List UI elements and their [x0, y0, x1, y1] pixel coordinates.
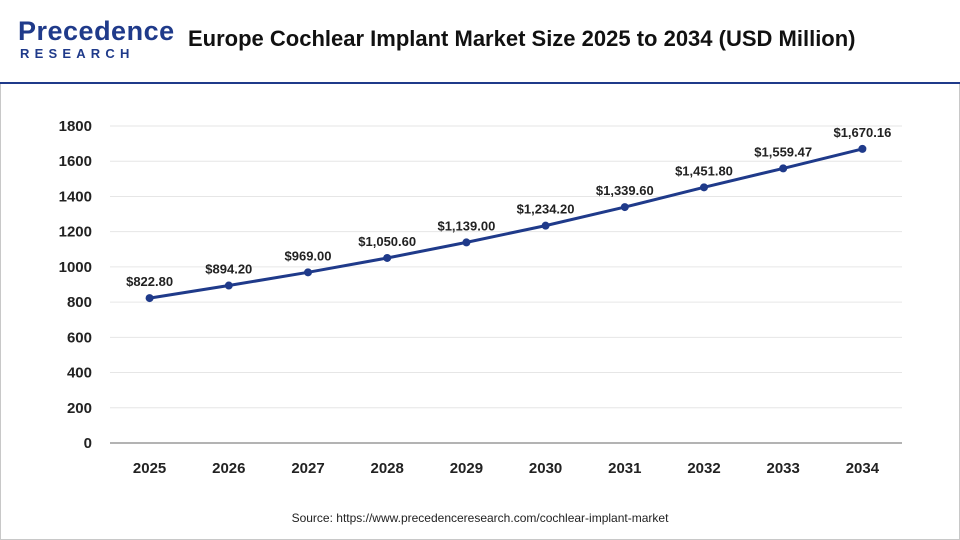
data-label: $1,451.80 — [675, 163, 733, 178]
data-point — [383, 253, 392, 262]
x-tick-label: 2027 — [291, 460, 324, 477]
x-tick-label: 2031 — [608, 460, 641, 477]
x-tick-label: 2030 — [529, 460, 562, 477]
data-point — [224, 281, 233, 290]
chart-title: Europe Cochlear Implant Market Size 2025… — [188, 26, 856, 51]
x-tick-label: 2029 — [450, 460, 483, 477]
data-label: $1,559.47 — [754, 144, 812, 159]
brand-logo: Precedence RESEARCH — [18, 16, 174, 66]
series-line — [149, 147, 863, 300]
data-label: $1,139.00 — [437, 218, 495, 233]
data-point — [858, 144, 867, 153]
data-label: $894.20 — [205, 262, 252, 277]
y-tick-label: 600 — [67, 329, 92, 346]
x-tick-label: 2033 — [767, 460, 800, 477]
header: Precedence RESEARCH Europe Cochlear Impl… — [0, 0, 960, 84]
y-tick-label: 1400 — [59, 188, 92, 205]
data-point — [462, 238, 471, 247]
x-tick-label: 2028 — [371, 460, 404, 477]
x-tick-label: 2025 — [133, 460, 166, 477]
data-point — [541, 221, 550, 230]
x-tick-label: 2032 — [687, 460, 720, 477]
data-label: $822.80 — [126, 274, 173, 289]
source-note: Source: https://www.precedenceresearch.c… — [291, 511, 669, 525]
y-tick-label: 800 — [67, 294, 92, 311]
data-label: $1,339.60 — [596, 183, 654, 198]
y-tick-label: 1800 — [59, 118, 92, 135]
data-label: $969.00 — [285, 248, 332, 263]
y-tick-label: 1200 — [59, 224, 92, 241]
y-tick-label: 200 — [67, 400, 92, 417]
data-point — [700, 183, 708, 192]
data-label: $1,234.20 — [517, 202, 575, 217]
y-tick-label: 1600 — [59, 153, 92, 170]
data-point — [145, 294, 154, 303]
logo-main-text: Precedence — [18, 16, 175, 46]
logo-sub-text: RESEARCH — [20, 46, 135, 61]
data-point — [304, 268, 312, 277]
line-chart: 0 200 400 600 800 1000 1200 1400 1600 1800 2025 202… — [59, 118, 902, 477]
y-tick-label: 400 — [67, 365, 92, 382]
y-tick-label: 0 — [84, 435, 92, 452]
x-tick-label: 2026 — [212, 460, 245, 477]
data-point — [779, 164, 788, 173]
y-tick-label: 1000 — [59, 259, 92, 276]
data-label: $1,670.16 — [833, 125, 891, 140]
data-point — [620, 203, 629, 212]
data-label: $1,050.60 — [358, 234, 416, 249]
x-tick-label: 2034 — [846, 460, 880, 477]
